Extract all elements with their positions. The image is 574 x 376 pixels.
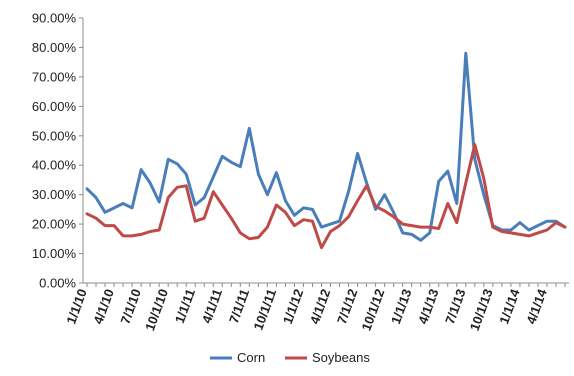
y-tick-label: 90.00% bbox=[32, 11, 77, 26]
x-tick-label: 1/1/14 bbox=[496, 286, 523, 326]
series-line-corn bbox=[85, 51, 567, 242]
x-tick-label: 7/1/12 bbox=[334, 287, 360, 326]
x-tick-label: 10/1/11 bbox=[251, 287, 280, 332]
x-tick-label: 7/1/11 bbox=[226, 287, 252, 325]
x-tick-label: 1/1/13 bbox=[388, 287, 414, 326]
series-line-soybeans bbox=[85, 143, 567, 250]
y-tick-label: 60.00% bbox=[32, 99, 77, 114]
y-tick-label: 40.00% bbox=[32, 158, 77, 173]
series-layer bbox=[85, 51, 567, 250]
y-tick-label: 0.00% bbox=[39, 276, 76, 291]
x-tick-label: 1/1/12 bbox=[280, 287, 306, 326]
y-tick-label: 70.00% bbox=[32, 69, 77, 84]
x-tick-label: 7/1/13 bbox=[442, 287, 468, 326]
legend-label-soybeans: Soybeans bbox=[312, 350, 370, 365]
y-tick-label: 10.00% bbox=[32, 246, 77, 261]
y-axis: 0.00% 10.00% 20.00% 30.00% 40.00% 50.00% 60.00… bbox=[32, 11, 84, 291]
legend: Corn Soybeans bbox=[210, 350, 370, 365]
x-tick-label: 10/1/12 bbox=[359, 287, 388, 333]
x-tick-label: 10/1/10 bbox=[142, 287, 171, 333]
legend-label-corn: Corn bbox=[237, 350, 265, 365]
x-tick-label: 4/1/11 bbox=[199, 287, 225, 325]
x-tick-label: 4/1/10 bbox=[90, 287, 116, 326]
x-tick-label: 1/1/10 bbox=[63, 287, 89, 326]
x-tick-label: 4/1/14 bbox=[523, 286, 550, 326]
x-tick-label: 4/1/12 bbox=[307, 287, 333, 326]
y-tick-label: 20.00% bbox=[32, 217, 77, 232]
y-tick-label: 30.00% bbox=[32, 187, 77, 202]
x-tick-label: 4/1/13 bbox=[415, 287, 441, 326]
y-tick-label: 50.00% bbox=[32, 128, 77, 143]
x-tick-label: 7/1/10 bbox=[117, 287, 143, 326]
x-tick-label: 10/1/13 bbox=[467, 287, 496, 333]
x-tick-label: 1/1/11 bbox=[172, 287, 198, 325]
y-tick-label: 80.00% bbox=[32, 40, 77, 55]
